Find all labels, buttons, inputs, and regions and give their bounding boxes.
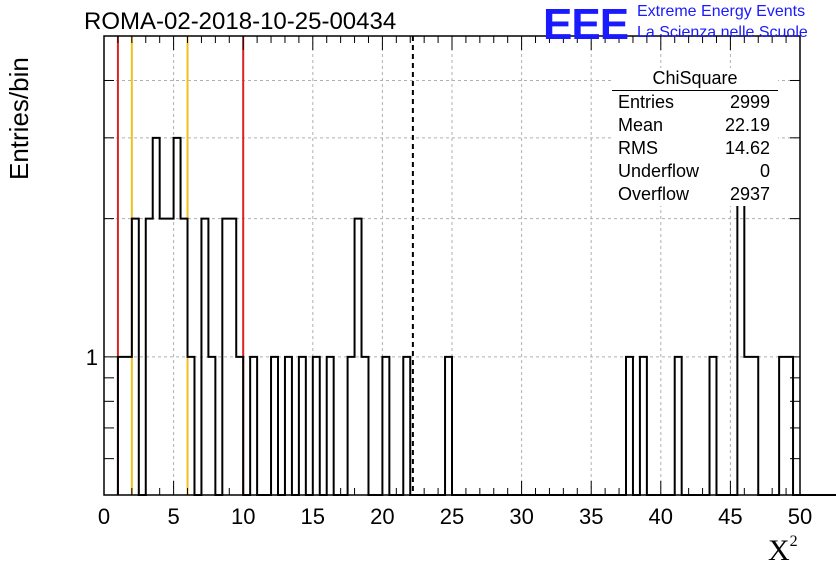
stats-row: Entries 2999 (618, 92, 770, 112)
y-tick-label: 1 (86, 345, 98, 370)
x-axis-label: X2 (768, 533, 798, 567)
x-tick-label: 35 (579, 504, 603, 529)
chart-title: ROMA-02-2018-10-25-00434 (84, 8, 397, 35)
x-tick-label: 20 (370, 504, 394, 529)
x-tick-label: 10 (231, 504, 255, 529)
y-axis-label: Entries/bin (4, 57, 34, 180)
x-tick-label: 30 (509, 504, 533, 529)
stats-row: RMS 14.62 (618, 138, 770, 158)
logo-line-2: La Scienza nelle Scuole (637, 24, 808, 41)
histogram-bins (116, 136, 836, 496)
stats-title: ChiSquare (612, 68, 778, 91)
stats-row: Mean 22.19 (618, 115, 770, 135)
x-tick-label: 5 (167, 504, 179, 529)
logo-line-1: Extreme Energy Events (637, 3, 806, 20)
stats-row: Overflow 2937 (618, 184, 770, 204)
x-tick-label: 25 (440, 504, 464, 529)
x-tick-label: 15 (301, 504, 325, 529)
x-tick-label: 45 (718, 504, 742, 529)
x-tick-label: 0 (98, 504, 110, 529)
eee-logo: EEE (543, 0, 629, 49)
x-tick-label: 50 (788, 504, 812, 529)
stats-row: Underflow 0 (618, 161, 770, 181)
stats-box: ChiSquare Entries 2999 Mean 22.19 RMS 14.62… (612, 68, 778, 206)
x-tick-label: 40 (649, 504, 673, 529)
